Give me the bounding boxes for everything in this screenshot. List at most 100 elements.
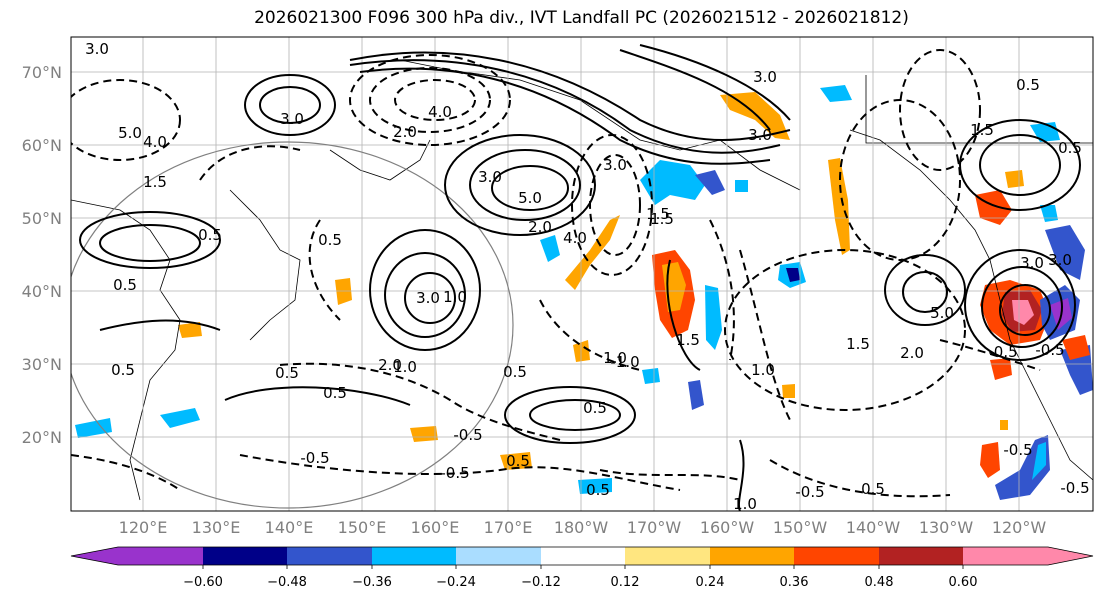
colorbar-segment bbox=[118, 547, 203, 565]
lon-label: 160°W bbox=[700, 518, 755, 537]
colorbar-ticks bbox=[202, 565, 964, 569]
colorbar-segment bbox=[541, 547, 625, 565]
figure-title: 2026021300 F096 300 hPa div., IVT Landfa… bbox=[254, 8, 909, 28]
contour-label: 1.0 bbox=[393, 358, 417, 376]
lon-label: 120°W bbox=[992, 518, 1047, 537]
colorbar-segment bbox=[71, 547, 118, 565]
contour-label: 1.5 bbox=[970, 121, 994, 139]
negative-contours bbox=[71, 49, 1041, 498]
colorbar-tick-label: 0.12 bbox=[611, 575, 640, 590]
lon-label: 140°E bbox=[265, 518, 314, 537]
contour-labels: 3.0 5.0 4.0 2.0 1.5 3.0 4.0 3.0 3.0 5.0 … bbox=[85, 40, 1090, 513]
contour-label: 0.5 bbox=[113, 276, 137, 294]
contour-label: 4.0 bbox=[143, 133, 167, 151]
colorbar-tick-label: −0.60 bbox=[183, 575, 223, 590]
colorbar-tick-label: 0.60 bbox=[949, 575, 978, 590]
contour-label: 3.0 bbox=[748, 126, 772, 144]
contour-label: 3.0 bbox=[1048, 251, 1072, 269]
lon-label: 170°E bbox=[484, 518, 533, 537]
graticule bbox=[71, 37, 1093, 511]
contour-label: 3.0 bbox=[416, 289, 440, 307]
contour-label: -0.5 bbox=[1060, 479, 1089, 497]
contour-label: 0.5 bbox=[1016, 76, 1040, 94]
longitude-labels: 120°E 130°E 140°E 150°E 160°E 170°E 180°… bbox=[119, 518, 1047, 537]
contour-label: 2.0 bbox=[528, 218, 552, 236]
contour-label: 1.0 bbox=[603, 349, 627, 367]
contour-label: 0.5 bbox=[583, 399, 607, 417]
contour-label: 2.0 bbox=[378, 356, 402, 374]
contour-label: 0.5 bbox=[506, 452, 530, 470]
contour-label: 1.0 bbox=[443, 288, 467, 306]
shaded-fields bbox=[75, 85, 1093, 500]
colorbar-segment bbox=[1048, 547, 1093, 565]
colorbar-segment bbox=[963, 547, 1048, 565]
lat-label: 20°N bbox=[22, 428, 62, 447]
positive-contours bbox=[79, 44, 1081, 511]
lat-label: 50°N bbox=[22, 209, 62, 228]
lat-label: 30°N bbox=[22, 355, 62, 374]
contour-label: 1.0 bbox=[751, 361, 775, 379]
contour-label: 1.0 bbox=[733, 495, 757, 513]
colorbar-tick-label: −0.12 bbox=[521, 575, 561, 590]
contour-label: 3.0 bbox=[753, 68, 777, 86]
contour-label: -0.5 bbox=[988, 343, 1017, 361]
contour-label: 0.5 bbox=[275, 364, 299, 382]
contour-label: 3.0 bbox=[280, 110, 304, 128]
lon-label: 160°E bbox=[411, 518, 460, 537]
lon-label: 150°E bbox=[338, 518, 387, 537]
contour-label: -0.5 bbox=[1003, 441, 1032, 459]
colorbar-segment bbox=[625, 547, 710, 565]
contour-label: 0.5 bbox=[318, 231, 342, 249]
contour-label: 5.0 bbox=[518, 189, 542, 207]
colorbar-tick-label: −0.24 bbox=[436, 575, 476, 590]
contour-label: -0.5 bbox=[300, 449, 329, 467]
colorbar-outline bbox=[70, 546, 1094, 566]
colorbar-segment bbox=[287, 547, 372, 565]
contour-label: 3.0 bbox=[1020, 254, 1044, 272]
contour-label: 0.5 bbox=[503, 363, 527, 381]
contour-label: 1.5 bbox=[143, 173, 167, 191]
map-frame bbox=[70, 36, 1094, 512]
lon-label: 150°W bbox=[773, 518, 828, 537]
colorbar-tick-label: −0.36 bbox=[352, 575, 392, 590]
colorbar-segment bbox=[372, 547, 456, 565]
contour-label: 3.0 bbox=[85, 40, 109, 58]
reference-circle bbox=[71, 141, 514, 509]
contour-label: 0.5 bbox=[586, 481, 610, 499]
colorbar: −0.60 −0.48 −0.36 −0.24 −0.12 0.12 0.24 … bbox=[70, 546, 1094, 590]
contour-label: 0.5 bbox=[198, 226, 222, 244]
contour-label: 2.0 bbox=[900, 344, 924, 362]
contour-label: -1.0 bbox=[610, 353, 639, 371]
colorbar-tick-label: 0.36 bbox=[780, 575, 809, 590]
contour-label: -0.5 bbox=[1035, 341, 1064, 359]
colorbar-tick-label: 0.24 bbox=[696, 575, 725, 590]
contour-label: 0.5 bbox=[323, 384, 347, 402]
contour-label: -0.5 bbox=[453, 426, 482, 444]
contour-label: 1.5 bbox=[846, 335, 870, 353]
lon-label: 130°W bbox=[919, 518, 974, 537]
lon-label: 140°W bbox=[846, 518, 901, 537]
lon-label: 130°E bbox=[192, 518, 241, 537]
colorbar-segment bbox=[456, 547, 541, 565]
lon-label: 120°E bbox=[119, 518, 168, 537]
contour-label: 5.0 bbox=[118, 124, 142, 142]
lat-label: 60°N bbox=[22, 136, 62, 155]
colorbar-segment bbox=[710, 547, 794, 565]
contour-label: 1.5 bbox=[646, 205, 670, 223]
contour-label: 1.5 bbox=[676, 331, 700, 349]
contour-label: -0.5 bbox=[440, 464, 469, 482]
contour-label: 1.5 bbox=[650, 210, 674, 228]
coastlines bbox=[71, 59, 1093, 501]
lon-label: 170°W bbox=[627, 518, 682, 537]
colorbar-tick-label: −0.48 bbox=[267, 575, 307, 590]
contour-label: 3.0 bbox=[478, 168, 502, 186]
colorbar-tick-label: 0.48 bbox=[865, 575, 894, 590]
colorbar-segment bbox=[879, 547, 963, 565]
lat-label: 40°N bbox=[22, 282, 62, 301]
contour-label: 0.5 bbox=[111, 361, 135, 379]
contour-label: 3.0 bbox=[603, 156, 627, 174]
contour-label: 5.0 bbox=[930, 304, 954, 322]
contour-label: -0.5 bbox=[795, 483, 824, 501]
contour-label: 4.0 bbox=[563, 229, 587, 247]
